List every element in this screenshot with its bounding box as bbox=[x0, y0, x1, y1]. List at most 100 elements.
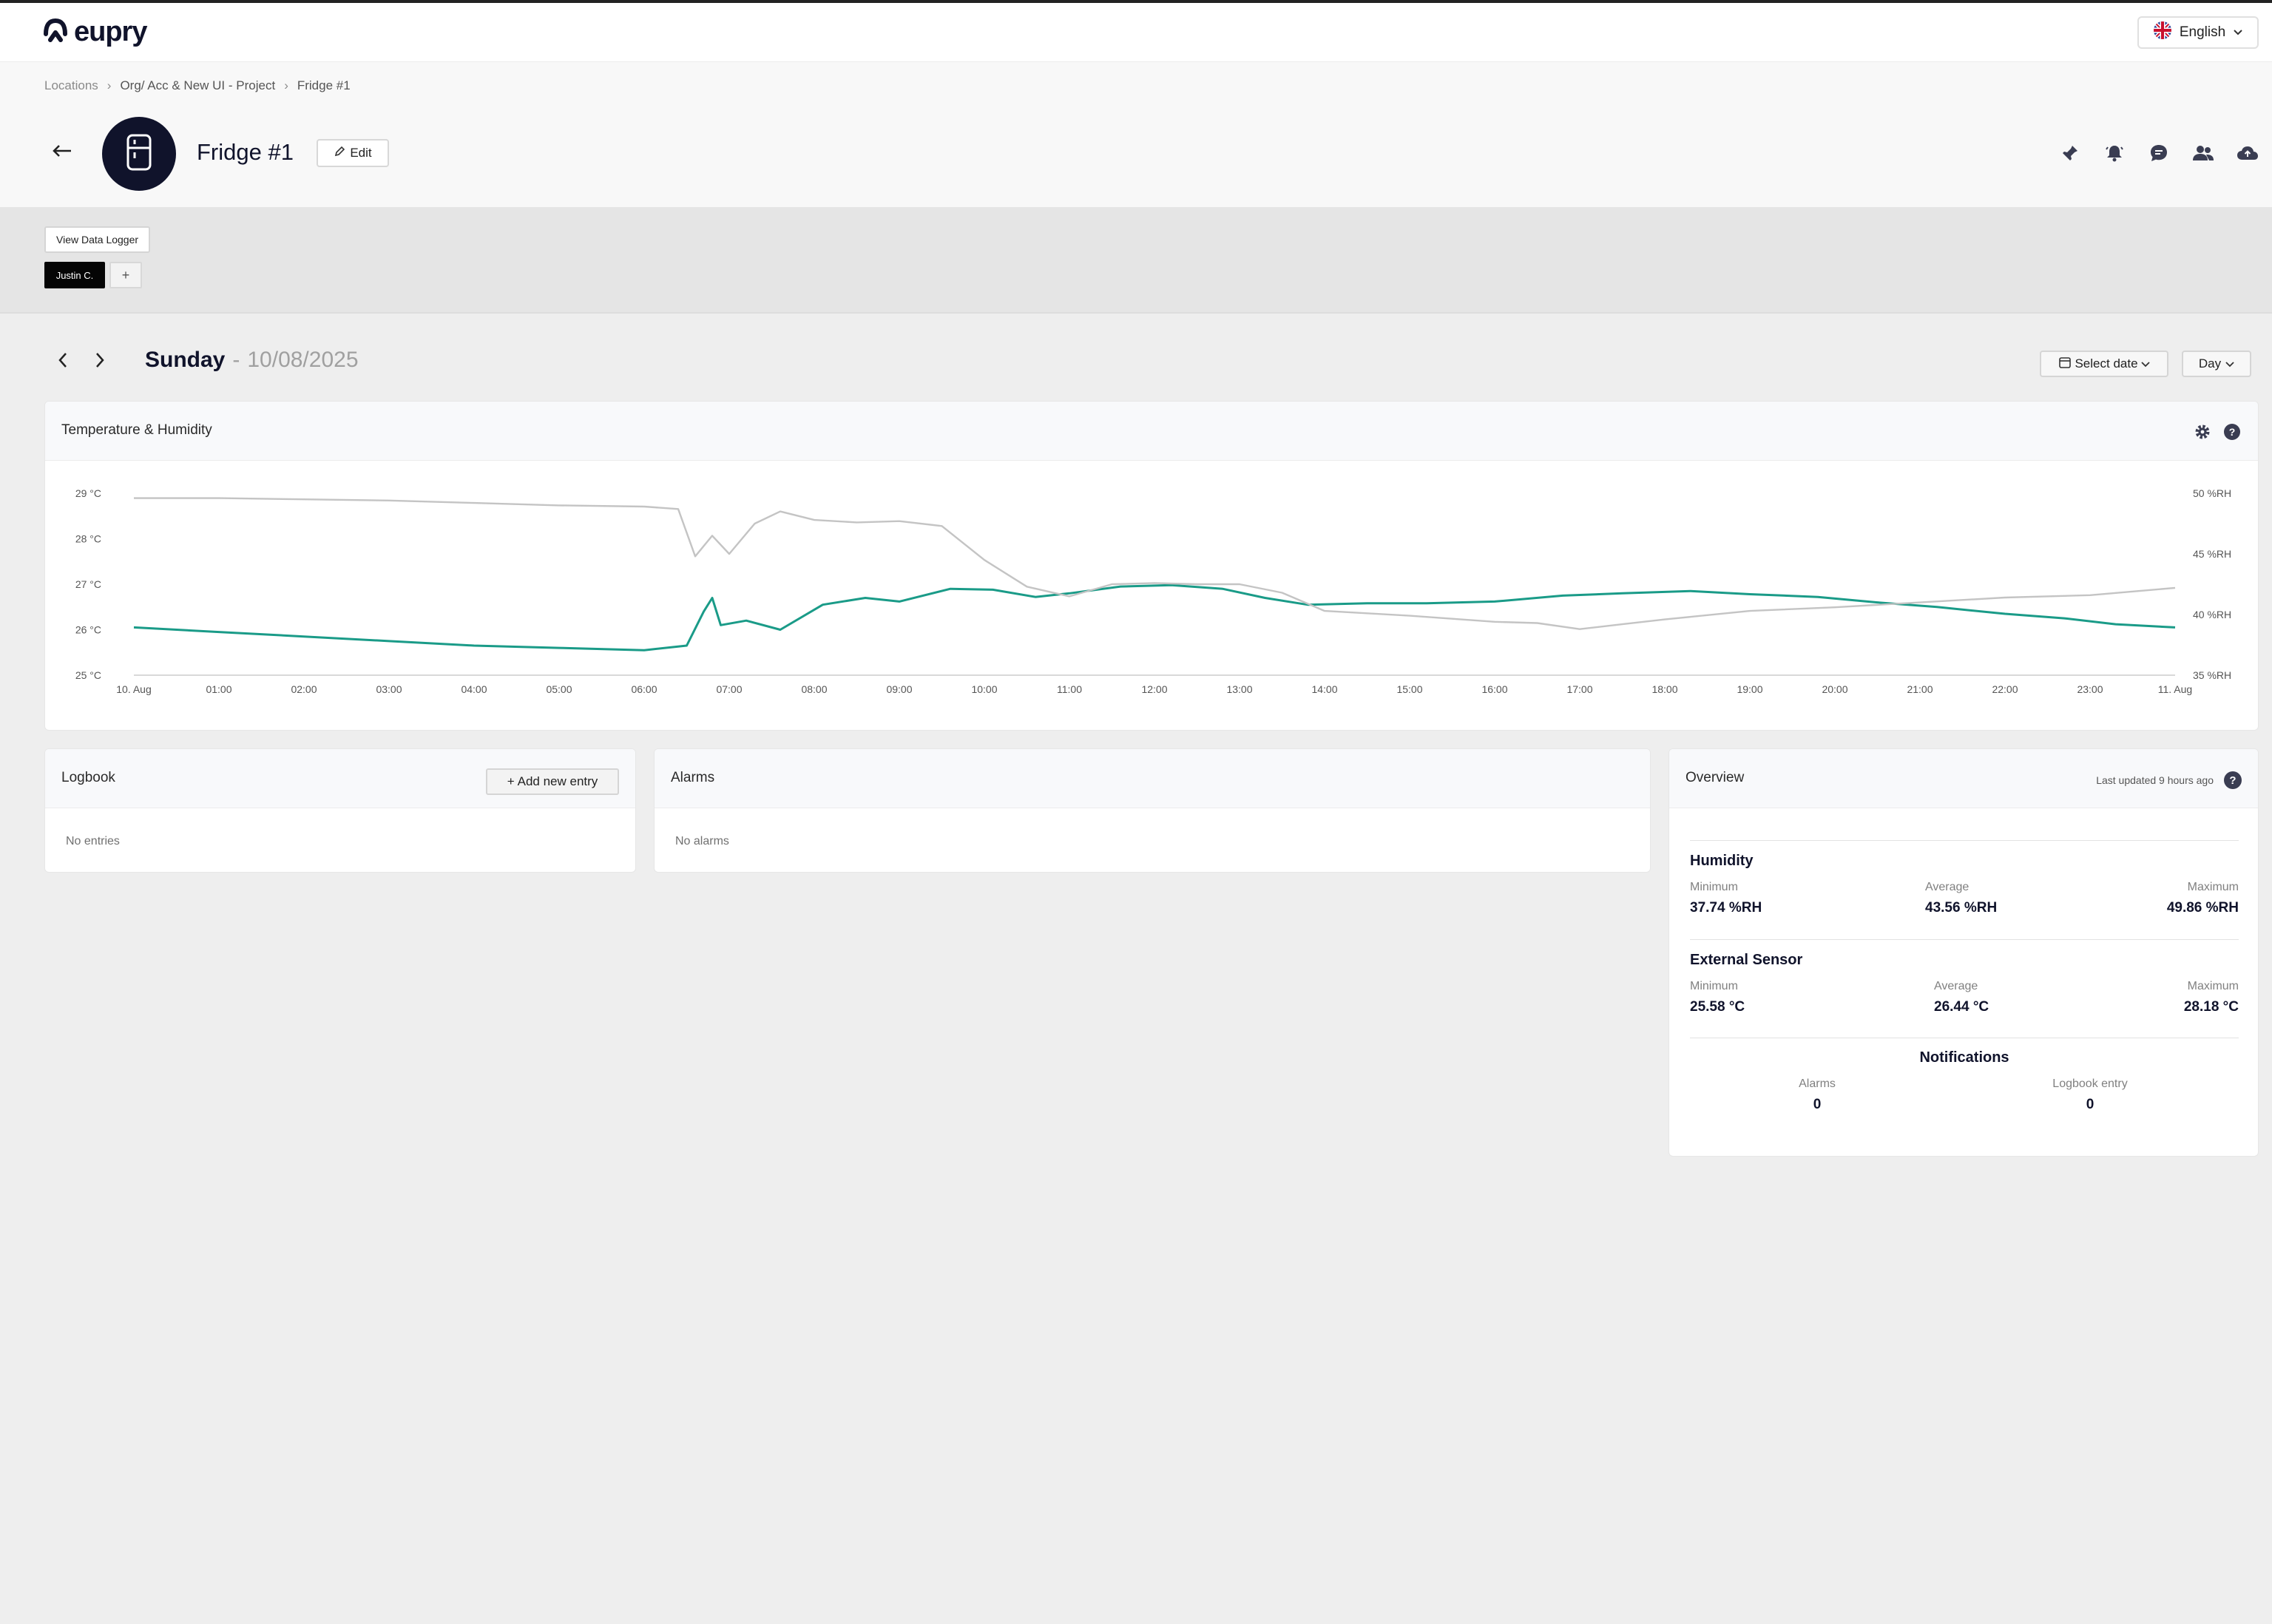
pencil-icon bbox=[334, 146, 345, 161]
y-left-tick-label: 26 °C bbox=[75, 624, 101, 636]
y-right-tick-label: 40 %RH bbox=[2193, 609, 2231, 620]
x-tick-label: 18:00 bbox=[1651, 683, 1677, 695]
date-value: 10/08/2025 bbox=[247, 348, 359, 372]
y-left-tick-label: 28 °C bbox=[75, 533, 101, 545]
logbook-header: Logbook + Add new entry bbox=[45, 749, 635, 808]
y-right-tick-label: 45 %RH bbox=[2193, 548, 2231, 560]
fridge-icon bbox=[126, 133, 152, 175]
chevron-down-icon bbox=[2233, 24, 2243, 41]
x-tick-label: 19:00 bbox=[1737, 683, 1762, 695]
view-data-logger-button[interactable]: View Data Logger bbox=[44, 226, 151, 253]
brand-name: eupry bbox=[74, 16, 147, 47]
external-min: Minimum 25.58 °C bbox=[1690, 980, 1745, 1015]
edit-button[interactable]: Edit bbox=[317, 139, 389, 167]
alarms-header: Alarms bbox=[655, 749, 1650, 808]
chevron-right-icon: › bbox=[284, 78, 288, 92]
uk-flag-icon bbox=[2153, 21, 2172, 44]
calendar-icon bbox=[2058, 356, 2072, 373]
y-left-tick-label: 29 °C bbox=[75, 487, 101, 499]
breadcrumb-current: Fridge #1 bbox=[297, 78, 351, 92]
chat-icon[interactable] bbox=[2148, 142, 2170, 164]
humidity-max-value: 49.86 %RH bbox=[2166, 900, 2239, 916]
notifications-logbook-value: 0 bbox=[2086, 1097, 2094, 1112]
logbook-empty-text: No entries bbox=[66, 835, 120, 847]
breadcrumb-locations[interactable]: Locations bbox=[44, 78, 98, 92]
chart-card-title: Temperature & Humidity bbox=[61, 422, 212, 438]
humidity-min-label: Minimum bbox=[1690, 881, 1738, 893]
humidity-avg-label: Average bbox=[1925, 881, 1970, 893]
chevron-right-icon: › bbox=[106, 78, 112, 92]
top-bar: eupry English bbox=[0, 0, 2272, 62]
overview-header: Overview Last updated 9 hours ago ? bbox=[1669, 749, 2258, 808]
humidity-min-value: 37.74 %RH bbox=[1690, 900, 1762, 916]
add-user-button[interactable]: + bbox=[109, 262, 142, 288]
notifications-section: Notifications Alarms 0 Logbook entry 0 bbox=[1690, 1049, 2239, 1123]
chart-actions: ? bbox=[2193, 422, 2242, 445]
breadcrumb-project[interactable]: Org/ Acc & New UI - Project bbox=[120, 78, 276, 92]
next-day-icon[interactable] bbox=[81, 342, 118, 379]
x-tick-label: 23:00 bbox=[2077, 683, 2103, 695]
breadcrumb: Locations › Org/ Acc & New UI - Project … bbox=[44, 78, 351, 93]
add-new-entry-label: Add new entry bbox=[517, 774, 598, 788]
previous-day-icon[interactable] bbox=[44, 342, 81, 379]
x-tick-label: 07:00 bbox=[716, 683, 742, 695]
y-left-tick-label: 25 °C bbox=[75, 669, 101, 681]
last-updated-text: Last updated 9 hours ago bbox=[2096, 774, 2214, 786]
x-tick-label: 01:00 bbox=[206, 683, 231, 695]
select-date-button[interactable]: Select date bbox=[2040, 351, 2168, 377]
temperature-series-line bbox=[133, 583, 2176, 652]
select-date-label: Select date bbox=[2075, 356, 2138, 371]
notifications-alarms-value: 0 bbox=[1813, 1097, 1822, 1112]
humidity-section: Humidity Minimum 37.74 %RH Average 43.56… bbox=[1690, 853, 2239, 927]
external-avg: Average 26.44 °C bbox=[1934, 980, 1989, 1015]
external-min-value: 25.58 °C bbox=[1690, 999, 1745, 1015]
logbook-card: Logbook + Add new entry No entries bbox=[44, 748, 636, 873]
pin-icon[interactable] bbox=[2059, 142, 2081, 164]
chevron-down-icon bbox=[2140, 356, 2150, 371]
alarms-card: Alarms No alarms bbox=[654, 748, 1651, 873]
external-max-label: Maximum bbox=[2187, 980, 2239, 992]
bell-icon[interactable] bbox=[2103, 142, 2126, 164]
notifications-logbook-label: Logbook entry bbox=[2052, 1077, 2128, 1090]
edit-label: Edit bbox=[350, 146, 372, 160]
range-label: Day bbox=[2198, 356, 2222, 371]
external-max: Maximum 28.18 °C bbox=[2184, 980, 2239, 1015]
gear-icon[interactable] bbox=[2193, 422, 2212, 445]
x-tick-label: 12:00 bbox=[1141, 683, 1167, 695]
x-tick-label: 10:00 bbox=[971, 683, 997, 695]
logbook-title: Logbook bbox=[61, 770, 115, 785]
logo-mark-icon bbox=[43, 18, 68, 47]
date-separator: - bbox=[232, 348, 240, 372]
add-new-entry-button[interactable]: + Add new entry bbox=[486, 768, 619, 795]
help-icon[interactable]: ? bbox=[2222, 422, 2242, 445]
x-tick-label: 08:00 bbox=[801, 683, 827, 695]
device-header: Locations › Org/ Acc & New UI - Project … bbox=[0, 62, 2272, 207]
humidity-avg: Average 43.56 %RH bbox=[1925, 881, 1997, 916]
notifications-alarms: Alarms 0 bbox=[1780, 1077, 1854, 1113]
external-sensor-section: External Sensor Minimum 25.58 °C Average… bbox=[1690, 952, 2239, 1026]
x-tick-label: 11:00 bbox=[1057, 683, 1082, 695]
x-tick-label: 13:00 bbox=[1226, 683, 1252, 695]
logger-bar: View Data Logger Justin C. + bbox=[0, 207, 2272, 314]
language-select[interactable]: English bbox=[2137, 16, 2259, 49]
plus-icon: + bbox=[507, 774, 515, 788]
notifications-logbook: Logbook entry 0 bbox=[2035, 1077, 2146, 1113]
x-tick-label: 15:00 bbox=[1396, 683, 1422, 695]
x-tick-label: 06:00 bbox=[631, 683, 657, 695]
brand-logo[interactable]: eupry bbox=[43, 16, 147, 48]
user-chip[interactable]: Justin C. bbox=[44, 262, 105, 288]
external-max-value: 28.18 °C bbox=[2183, 999, 2239, 1015]
x-tick-label: 09:00 bbox=[886, 683, 912, 695]
x-tick-label: 02:00 bbox=[291, 683, 317, 695]
cloud-upload-icon[interactable] bbox=[2236, 142, 2259, 164]
x-tick-label: 05:00 bbox=[546, 683, 572, 695]
help-icon[interactable]: ? bbox=[2224, 771, 2242, 789]
overview-title: Overview bbox=[1686, 770, 1745, 785]
range-select[interactable]: Day bbox=[2182, 351, 2251, 377]
back-arrow-icon[interactable] bbox=[52, 139, 72, 164]
users-icon[interactable] bbox=[2192, 142, 2214, 164]
y-right-tick-label: 50 %RH bbox=[2193, 487, 2231, 499]
x-tick-label: 21:00 bbox=[1907, 683, 1933, 695]
alarms-title: Alarms bbox=[671, 770, 715, 785]
x-tick-label: 16:00 bbox=[1481, 683, 1507, 695]
